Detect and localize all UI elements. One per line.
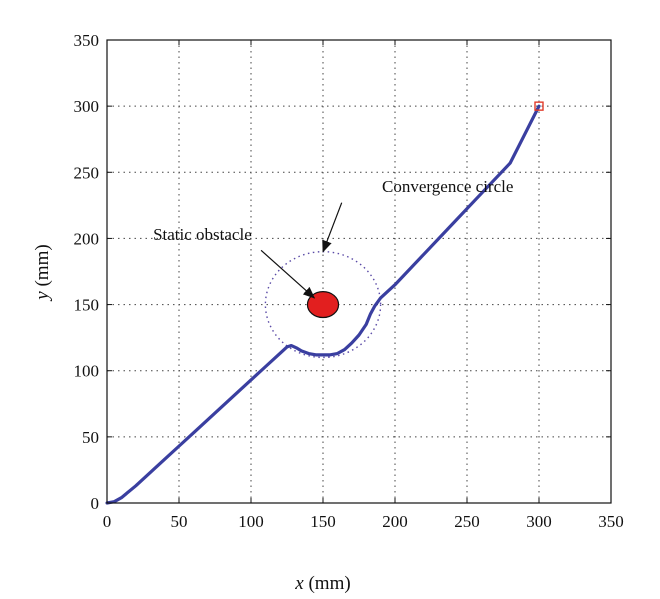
- static-obstacle-arrow: [260, 249, 316, 299]
- y-tick-label: 300: [74, 97, 100, 116]
- x-axis-unit: (mm): [304, 573, 351, 594]
- x-tick-label: 0: [103, 512, 112, 531]
- goal-marker: [534, 101, 544, 111]
- annotation-layer: Convergence circle Static obstacle: [153, 177, 513, 299]
- convergence-circle-arrow: [322, 202, 343, 253]
- x-axis-variable: x: [294, 573, 304, 594]
- y-tick-label: 50: [82, 428, 99, 447]
- y-tick-label: 350: [74, 31, 100, 50]
- x-tick-labels: 0 50 100 150 200 250 300 350: [103, 512, 624, 531]
- x-tick-label: 50: [171, 512, 188, 531]
- x-tick-label: 350: [598, 512, 624, 531]
- y-tick-label: 150: [74, 296, 100, 315]
- trajectory-line: [105, 104, 541, 505]
- static-obstacle: [306, 291, 340, 319]
- marker-layer: [306, 101, 544, 319]
- x-tick-label: 250: [454, 512, 480, 531]
- y-tick-label: 200: [74, 229, 100, 248]
- static-obstacle-label: Static obstacle: [153, 225, 252, 244]
- y-axis-title: y (mm): [32, 244, 53, 301]
- x-tick-label: 300: [526, 512, 552, 531]
- x-axis-title: x (mm): [294, 573, 350, 594]
- x-tick-label: 100: [238, 512, 264, 531]
- axis-ticks: [106, 39, 612, 504]
- y-tick-label: 100: [74, 362, 100, 381]
- y-axis-unit: (mm): [32, 244, 53, 291]
- y-tick-label: 0: [91, 494, 100, 513]
- x-tick-label: 150: [310, 512, 336, 531]
- x-tick-label: 200: [382, 512, 408, 531]
- plot-frame: [106, 39, 612, 504]
- convergence-circle-label: Convergence circle: [382, 177, 513, 196]
- series-layer: [105, 104, 541, 505]
- y-tick-label: 250: [74, 163, 100, 182]
- y-tick-labels: 0 50 100 150 200 250 300 350: [74, 31, 100, 513]
- y-axis-variable: y: [32, 291, 53, 302]
